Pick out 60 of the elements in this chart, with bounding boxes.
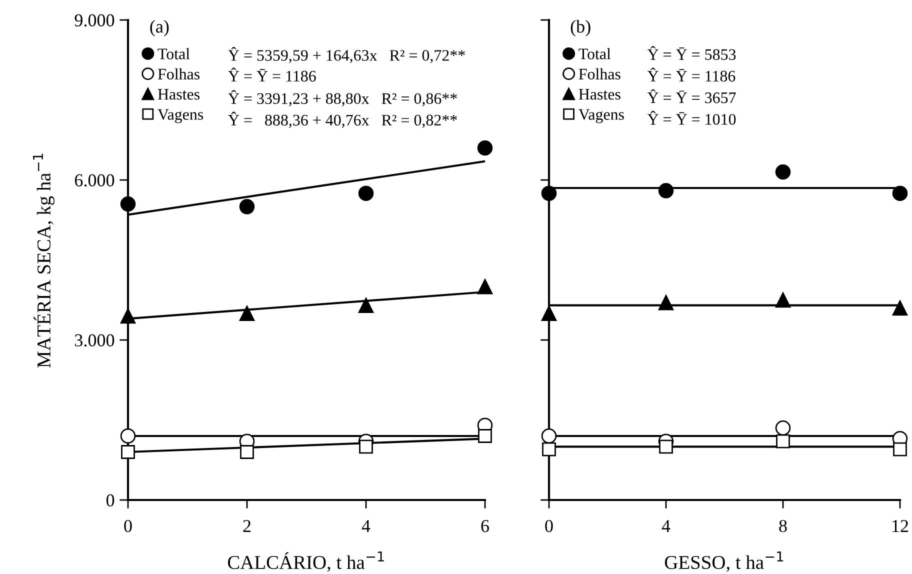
annotation: Ŷ = 3391,23 + 88,80x R² = 0,86** [228, 90, 457, 106]
x-tick-label: 0 [545, 520, 553, 532]
annotation: Ŷ = 5359,59 + 164,63x R² = 0,72** [228, 46, 465, 64]
legend-label: Hastes [158, 89, 200, 100]
chart-title: (a) [150, 20, 169, 36]
point [239, 199, 255, 214]
y-tick-label: 0 [106, 494, 114, 506]
x-tick-label: 8 [779, 520, 787, 532]
point [239, 306, 255, 321]
point [240, 445, 254, 459]
point [358, 186, 374, 201]
chart-title: (b) [570, 20, 590, 36]
x-tick-label: 0 [124, 520, 132, 532]
annotation: Ŷ = Ȳ = 5853 [647, 46, 736, 60]
point [120, 428, 136, 444]
legend-label: Folhas [158, 68, 200, 80]
legend-label: Vagens [158, 109, 204, 124]
point [542, 442, 556, 456]
y-tick-label: 9.000 [74, 14, 114, 27]
annotation: Ŷ = Ȳ = 1010 [647, 110, 736, 125]
legend-label: Vagens [578, 109, 624, 124]
x-axis-title: CALCÁRIO, t ha$^{−1}$ [228, 551, 384, 572]
annotation: Ŷ = Ȳ = 1186 [228, 68, 316, 82]
point [120, 308, 136, 324]
point [358, 298, 374, 313]
point [775, 164, 791, 180]
legend-label: Hastes [578, 89, 620, 100]
point [541, 428, 557, 444]
y-tick-label: 3.000 [75, 334, 114, 347]
point [892, 300, 908, 316]
x-tick-label: 4 [662, 520, 670, 532]
point [659, 440, 673, 454]
annotation: Ŷ = Ȳ = 1186 [647, 68, 736, 82]
point [775, 420, 791, 436]
point [477, 140, 493, 156]
y-axis-title: MATÉRIA SECA, kg ha$^{−1}$ [32, 154, 55, 368]
x-tick-label: 12 [892, 520, 908, 532]
point [776, 434, 790, 448]
legend-label: Total [578, 48, 611, 60]
legend-label: Total [158, 48, 190, 60]
x-tick-label: 4 [362, 520, 370, 532]
legend-label: Folhas [578, 68, 620, 80]
x-axis-title: GESSO, t ha$^{−1}$ [664, 551, 784, 572]
annotation: Ŷ = 888,36 + 40,76x R² = 0,82** [228, 112, 457, 128]
point [658, 295, 674, 310]
x-tick-label: 2 [243, 520, 251, 532]
point [478, 429, 492, 443]
point [541, 186, 557, 201]
point [658, 183, 674, 198]
point [892, 186, 908, 201]
point [120, 196, 136, 212]
point [541, 306, 557, 321]
point [775, 292, 791, 308]
point [121, 445, 135, 459]
x-tick-label: 6 [481, 520, 489, 532]
point [477, 279, 493, 294]
y-tick-label: 6.000 [74, 174, 114, 187]
point [359, 440, 373, 454]
point [893, 442, 907, 456]
annotation: Ŷ = Ȳ = 3657 [647, 89, 736, 104]
